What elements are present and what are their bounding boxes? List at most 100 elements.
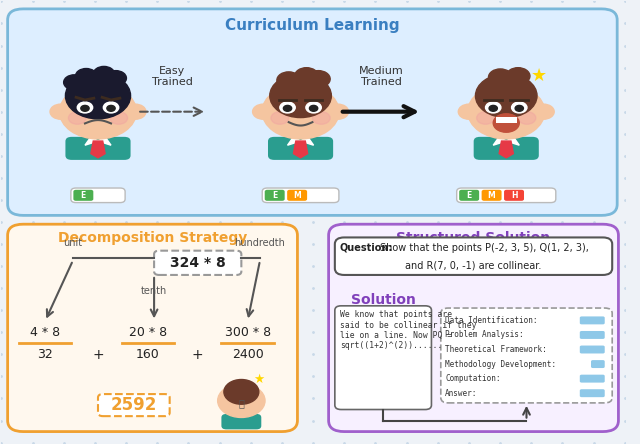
Polygon shape xyxy=(294,141,308,158)
Circle shape xyxy=(506,67,530,84)
FancyBboxPatch shape xyxy=(474,137,539,160)
Text: Computation:: Computation: xyxy=(445,374,500,383)
FancyBboxPatch shape xyxy=(495,131,517,143)
FancyBboxPatch shape xyxy=(74,190,93,201)
FancyBboxPatch shape xyxy=(459,190,479,201)
Circle shape xyxy=(310,105,317,111)
Text: 2592: 2592 xyxy=(111,396,157,414)
Text: +: + xyxy=(92,348,104,362)
Circle shape xyxy=(271,112,289,124)
Text: ★: ★ xyxy=(253,373,264,386)
Circle shape xyxy=(489,105,497,111)
Text: tenth: tenth xyxy=(141,286,167,296)
Text: ★: ★ xyxy=(531,67,547,85)
Text: Methodology Development:: Methodology Development: xyxy=(445,360,556,369)
FancyBboxPatch shape xyxy=(287,190,307,201)
Polygon shape xyxy=(506,137,519,145)
Text: +: + xyxy=(192,348,204,362)
Circle shape xyxy=(125,104,146,119)
Circle shape xyxy=(262,84,339,139)
Circle shape xyxy=(493,114,519,132)
Polygon shape xyxy=(85,137,98,145)
FancyBboxPatch shape xyxy=(591,360,605,368)
Text: Structured Solution: Structured Solution xyxy=(396,231,550,246)
Text: Medium
Trained: Medium Trained xyxy=(358,66,403,87)
Text: M: M xyxy=(488,191,495,200)
Polygon shape xyxy=(301,137,314,145)
Circle shape xyxy=(81,105,89,111)
Text: 4 * 8: 4 * 8 xyxy=(30,326,60,339)
Circle shape xyxy=(50,104,71,119)
FancyBboxPatch shape xyxy=(8,9,617,215)
Circle shape xyxy=(277,72,301,89)
Text: 2400: 2400 xyxy=(232,348,264,361)
Text: 20 * 8: 20 * 8 xyxy=(129,326,167,339)
Circle shape xyxy=(77,102,93,113)
FancyBboxPatch shape xyxy=(65,137,131,160)
Text: Solution: Solution xyxy=(351,293,416,307)
Circle shape xyxy=(218,384,265,417)
Polygon shape xyxy=(499,141,513,158)
FancyBboxPatch shape xyxy=(504,190,524,201)
Circle shape xyxy=(468,84,545,139)
Circle shape xyxy=(93,67,115,82)
Text: 324 * 8: 324 * 8 xyxy=(170,256,225,270)
Circle shape xyxy=(477,112,494,124)
Circle shape xyxy=(253,104,274,119)
FancyBboxPatch shape xyxy=(580,375,605,383)
FancyBboxPatch shape xyxy=(71,188,125,202)
Circle shape xyxy=(518,112,536,124)
Circle shape xyxy=(533,104,554,119)
Circle shape xyxy=(107,105,115,111)
Text: H: H xyxy=(511,191,517,200)
FancyBboxPatch shape xyxy=(265,190,285,201)
FancyBboxPatch shape xyxy=(457,188,556,202)
FancyBboxPatch shape xyxy=(335,238,612,275)
Circle shape xyxy=(65,73,131,119)
Text: E: E xyxy=(272,191,277,200)
FancyBboxPatch shape xyxy=(98,394,170,416)
Text: 160: 160 xyxy=(136,348,160,361)
Text: M: M xyxy=(293,191,301,200)
Text: E: E xyxy=(81,191,86,200)
Circle shape xyxy=(110,112,127,124)
Circle shape xyxy=(476,74,537,118)
Polygon shape xyxy=(493,137,506,145)
FancyBboxPatch shape xyxy=(580,331,605,339)
Circle shape xyxy=(68,112,86,124)
Text: 300 * 8: 300 * 8 xyxy=(225,326,271,339)
Circle shape xyxy=(105,71,127,86)
Circle shape xyxy=(488,69,512,86)
Circle shape xyxy=(76,68,97,83)
Circle shape xyxy=(307,71,330,87)
Circle shape xyxy=(270,74,332,118)
FancyBboxPatch shape xyxy=(262,188,339,202)
Text: Data Identification:: Data Identification: xyxy=(445,316,538,325)
Text: E: E xyxy=(467,191,472,200)
Circle shape xyxy=(511,102,527,113)
FancyBboxPatch shape xyxy=(335,306,431,409)
FancyBboxPatch shape xyxy=(580,317,605,325)
Text: Answer:: Answer: xyxy=(445,388,477,398)
Circle shape xyxy=(486,102,501,113)
Polygon shape xyxy=(91,141,105,158)
Circle shape xyxy=(280,102,295,113)
Text: Question:: Question: xyxy=(340,243,393,253)
Text: Decomposition Strategy: Decomposition Strategy xyxy=(58,231,247,246)
Circle shape xyxy=(515,105,524,111)
FancyBboxPatch shape xyxy=(154,251,241,275)
Bar xyxy=(235,408,248,416)
FancyBboxPatch shape xyxy=(221,414,261,429)
FancyBboxPatch shape xyxy=(580,389,605,397)
FancyBboxPatch shape xyxy=(482,190,502,201)
FancyBboxPatch shape xyxy=(87,131,109,143)
Text: and R(7, 0, -1) are collinear.: and R(7, 0, -1) are collinear. xyxy=(405,261,541,270)
Text: We know that points are
said to be collinear if they
lie on a line. Now PQ =
sqr: We know that points are said to be colli… xyxy=(340,310,476,350)
Text: 32: 32 xyxy=(37,348,53,361)
FancyBboxPatch shape xyxy=(328,224,618,432)
Text: ⌣: ⌣ xyxy=(239,398,244,408)
Text: Theoretical Framework:: Theoretical Framework: xyxy=(445,345,547,354)
Text: Show that the points P(-2, 3, 5), Q(1, 2, 3),: Show that the points P(-2, 3, 5), Q(1, 2… xyxy=(380,243,589,253)
FancyBboxPatch shape xyxy=(495,117,517,123)
Circle shape xyxy=(294,67,318,84)
